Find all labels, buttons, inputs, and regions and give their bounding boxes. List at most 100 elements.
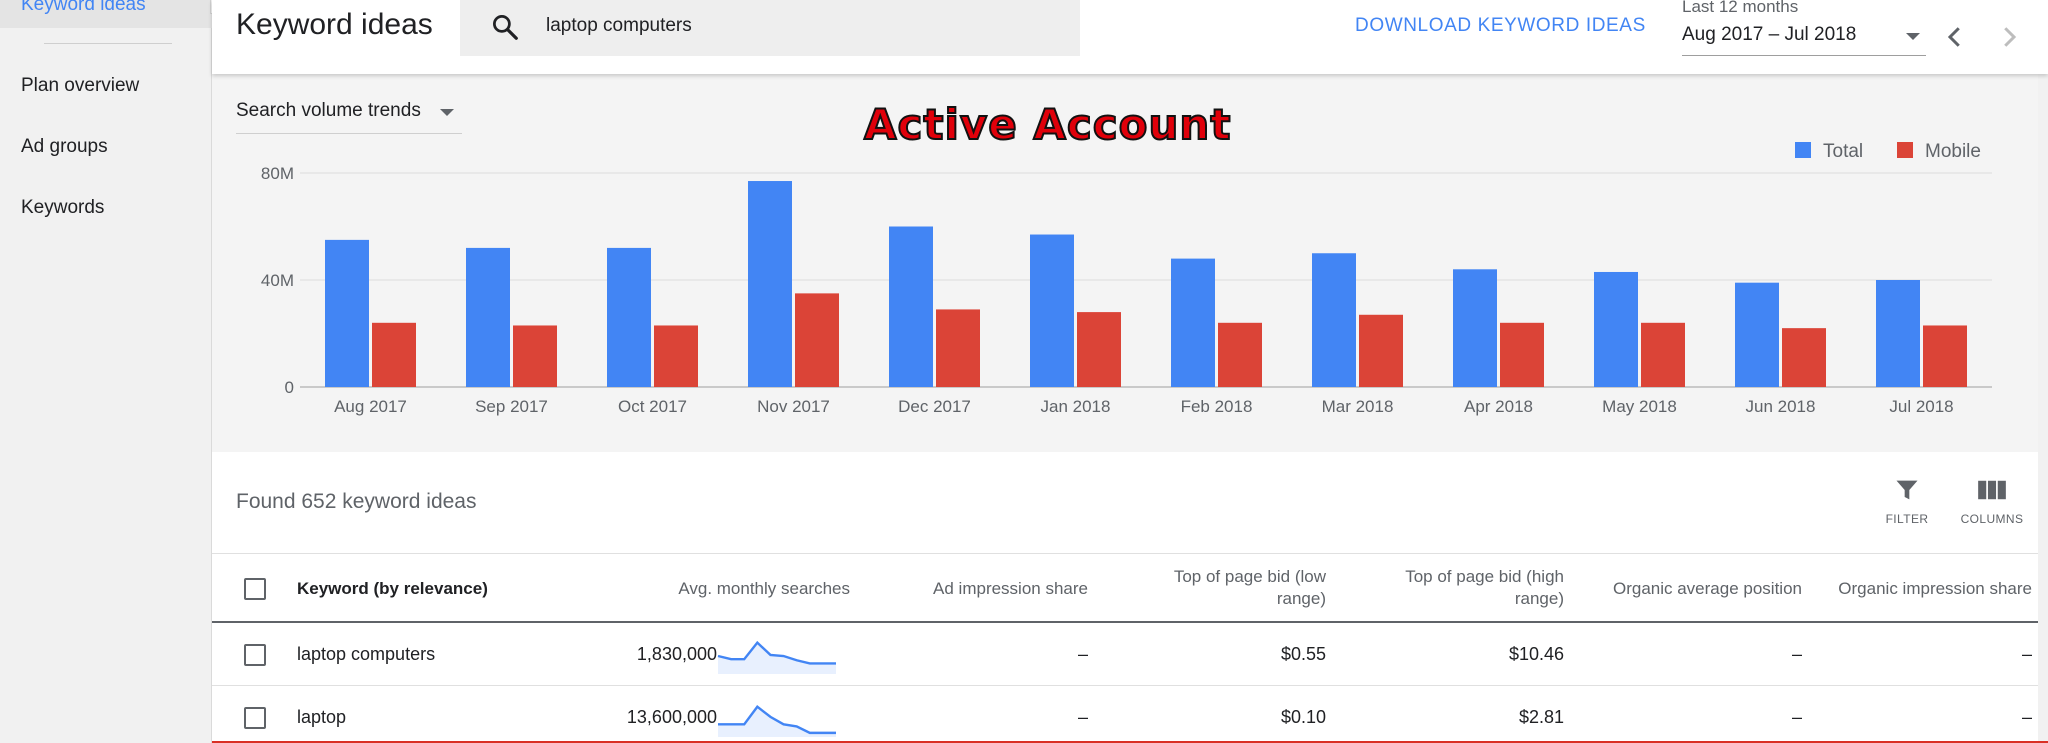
table-header: Keyword (by relevance) Avg. monthly sear… [212, 553, 2038, 623]
column-header-organic-impression-share[interactable]: Organic impression share [1838, 579, 2032, 598]
search-icon [493, 15, 518, 40]
bar-mobile [654, 325, 698, 387]
row-checkbox[interactable] [244, 707, 266, 729]
x-tick-label: May 2018 [1602, 397, 1677, 416]
bar-mobile [795, 293, 839, 387]
bar-mobile [372, 322, 416, 387]
download-keyword-ideas-button[interactable]: DOWNLOAD KEYWORD IDEAS [1355, 15, 1646, 36]
y-tick-label: 0 [285, 378, 294, 397]
bar-total [1876, 280, 1920, 387]
bid-high-cell: $2.81 [1518, 707, 1564, 727]
sparkline-area [718, 642, 836, 674]
column-header-bid-low-line1: Top of page bid (low [1173, 567, 1326, 586]
sparkline-line [718, 705, 836, 735]
table-row[interactable]: laptop computers 1,830,000 – $0.55 $10.4… [212, 624, 2038, 686]
column-header-keyword[interactable]: Keyword (by relevance) [297, 579, 488, 598]
x-tick-label: Jan 2018 [1041, 397, 1111, 416]
column-header-bid-high[interactable]: Top of page bid (high range) [1405, 566, 1564, 610]
bar-mobile [936, 309, 980, 387]
sidebar-item-label: Keyword ideas [21, 0, 146, 15]
filter-button[interactable]: FILTER [1872, 476, 1942, 536]
ad-impression-share-cell: – [1077, 707, 1088, 727]
bar-mobile [1077, 312, 1121, 387]
trend-sparkline [717, 640, 836, 674]
search-input[interactable]: laptop computers [460, 0, 1080, 56]
bid-high-cell: $10.46 [1508, 644, 1564, 664]
bar-mobile [1923, 325, 1967, 387]
bar-chart: 0 40M 80M Aug 2017 Sep 2017 Oct 2017 Nov 2017 D… [261, 141, 1992, 416]
column-header-ad-impression-share[interactable]: Ad impression share [933, 579, 1088, 598]
organic-share-cell: – [2021, 707, 2032, 727]
bar-total [607, 247, 651, 387]
date-range-value: Aug 2017 – Jul 2018 [1682, 24, 1857, 45]
bar-total [1171, 258, 1215, 387]
chevron-left-icon[interactable] [1940, 22, 1970, 52]
bar-total [1594, 271, 1638, 387]
bar-mobile [1218, 322, 1262, 387]
column-header-organic-average-position[interactable]: Organic average position [1612, 579, 1802, 598]
active-account-banner: Active Account [863, 99, 1232, 150]
y-tick-label: 80M [261, 164, 294, 183]
column-header-bid-low[interactable]: Top of page bid (low range) [1174, 566, 1326, 610]
bar-mobile [1500, 322, 1544, 387]
bar-mobile [1782, 328, 1826, 387]
chevron-right-icon[interactable] [1994, 22, 2024, 52]
x-tick-label: Nov 2017 [757, 397, 830, 416]
date-range-caption: Last 12 months [1682, 0, 1799, 16]
chevron-down-icon [1906, 33, 1920, 40]
bottom-accent-line [212, 741, 2048, 743]
avg-monthly-searches-cell: 1,830,000 [636, 644, 717, 664]
keyword-cell: laptop computers [297, 644, 436, 664]
keyword-cell: laptop [297, 707, 347, 727]
avg-monthly-searches-cell: 13,600,000 [626, 707, 717, 727]
x-tick-label: Sep 2017 [475, 397, 548, 416]
x-tick-label: Feb 2018 [1181, 397, 1253, 416]
organic-share-cell: – [2021, 644, 2032, 664]
sidebar: Keyword ideas Plan overview Ad groups Ke… [0, 0, 212, 743]
column-header-avg-monthly-searches[interactable]: Avg. monthly searches [678, 579, 850, 598]
sidebar-item-ad-groups[interactable]: Ad groups [21, 136, 108, 157]
x-tick-label: Aug 2017 [334, 397, 407, 416]
bar-total [748, 181, 792, 387]
sidebar-item-keyword-ideas[interactable]: Keyword ideas [0, 0, 212, 28]
caret-down-icon [440, 109, 454, 116]
x-tick-label: Dec 2017 [898, 397, 971, 416]
bar-total [889, 226, 933, 387]
ad-impression-share-cell: – [1077, 644, 1088, 664]
date-range-select[interactable]: Aug 2017 – Jul 2018 [1682, 22, 1926, 56]
columns-icon [1978, 480, 2006, 500]
bar-total [1030, 234, 1074, 387]
sidebar-item-keywords[interactable]: Keywords [21, 197, 105, 218]
chart-panel: Search volume trends 0 40M 80M Aug 2017 Sep … [212, 74, 2038, 452]
select-all-checkbox[interactable] [244, 578, 266, 600]
bar-total [1453, 269, 1497, 387]
row-checkbox[interactable] [244, 644, 266, 666]
filter-icon [1896, 480, 1918, 500]
bar-total [466, 247, 510, 387]
legend-swatch-mobile [1897, 142, 1913, 158]
x-tick-label: Mar 2018 [1322, 397, 1394, 416]
organic-position-cell: – [1791, 644, 1802, 664]
sidebar-divider [44, 43, 172, 44]
column-header-bid-high-line1: Top of page bid (high [1405, 567, 1564, 586]
legend-label-total: Total [1823, 141, 1863, 162]
sparkline-line [717, 640, 836, 665]
bar-total [1735, 282, 1779, 387]
search-volume-trends-select[interactable]: Search volume trends [236, 98, 462, 134]
bar-mobile [513, 325, 557, 387]
x-tick-label: Jul 2018 [1889, 397, 1953, 416]
bid-low-cell: $0.55 [1280, 644, 1326, 664]
columns-button[interactable]: COLUMNS [1957, 476, 2027, 536]
page-title: Keyword ideas [236, 8, 433, 41]
organic-position-cell: – [1791, 707, 1802, 727]
column-header-bid-high-line2: range) [1514, 589, 1564, 608]
table-row[interactable]: laptop 13,600,000 – $0.10 $2.81 – – [212, 687, 2038, 743]
x-tick-label: Oct 2017 [618, 397, 687, 416]
bar-total [325, 239, 369, 387]
y-tick-label: 40M [261, 271, 294, 290]
header-bar: Keyword ideas laptop computers DOWNLOAD … [212, 0, 2048, 74]
bar-mobile [1359, 314, 1403, 387]
legend-swatch-total [1795, 142, 1811, 158]
sidebar-item-plan-overview[interactable]: Plan overview [21, 75, 140, 96]
bid-low-cell: $0.10 [1280, 707, 1326, 727]
